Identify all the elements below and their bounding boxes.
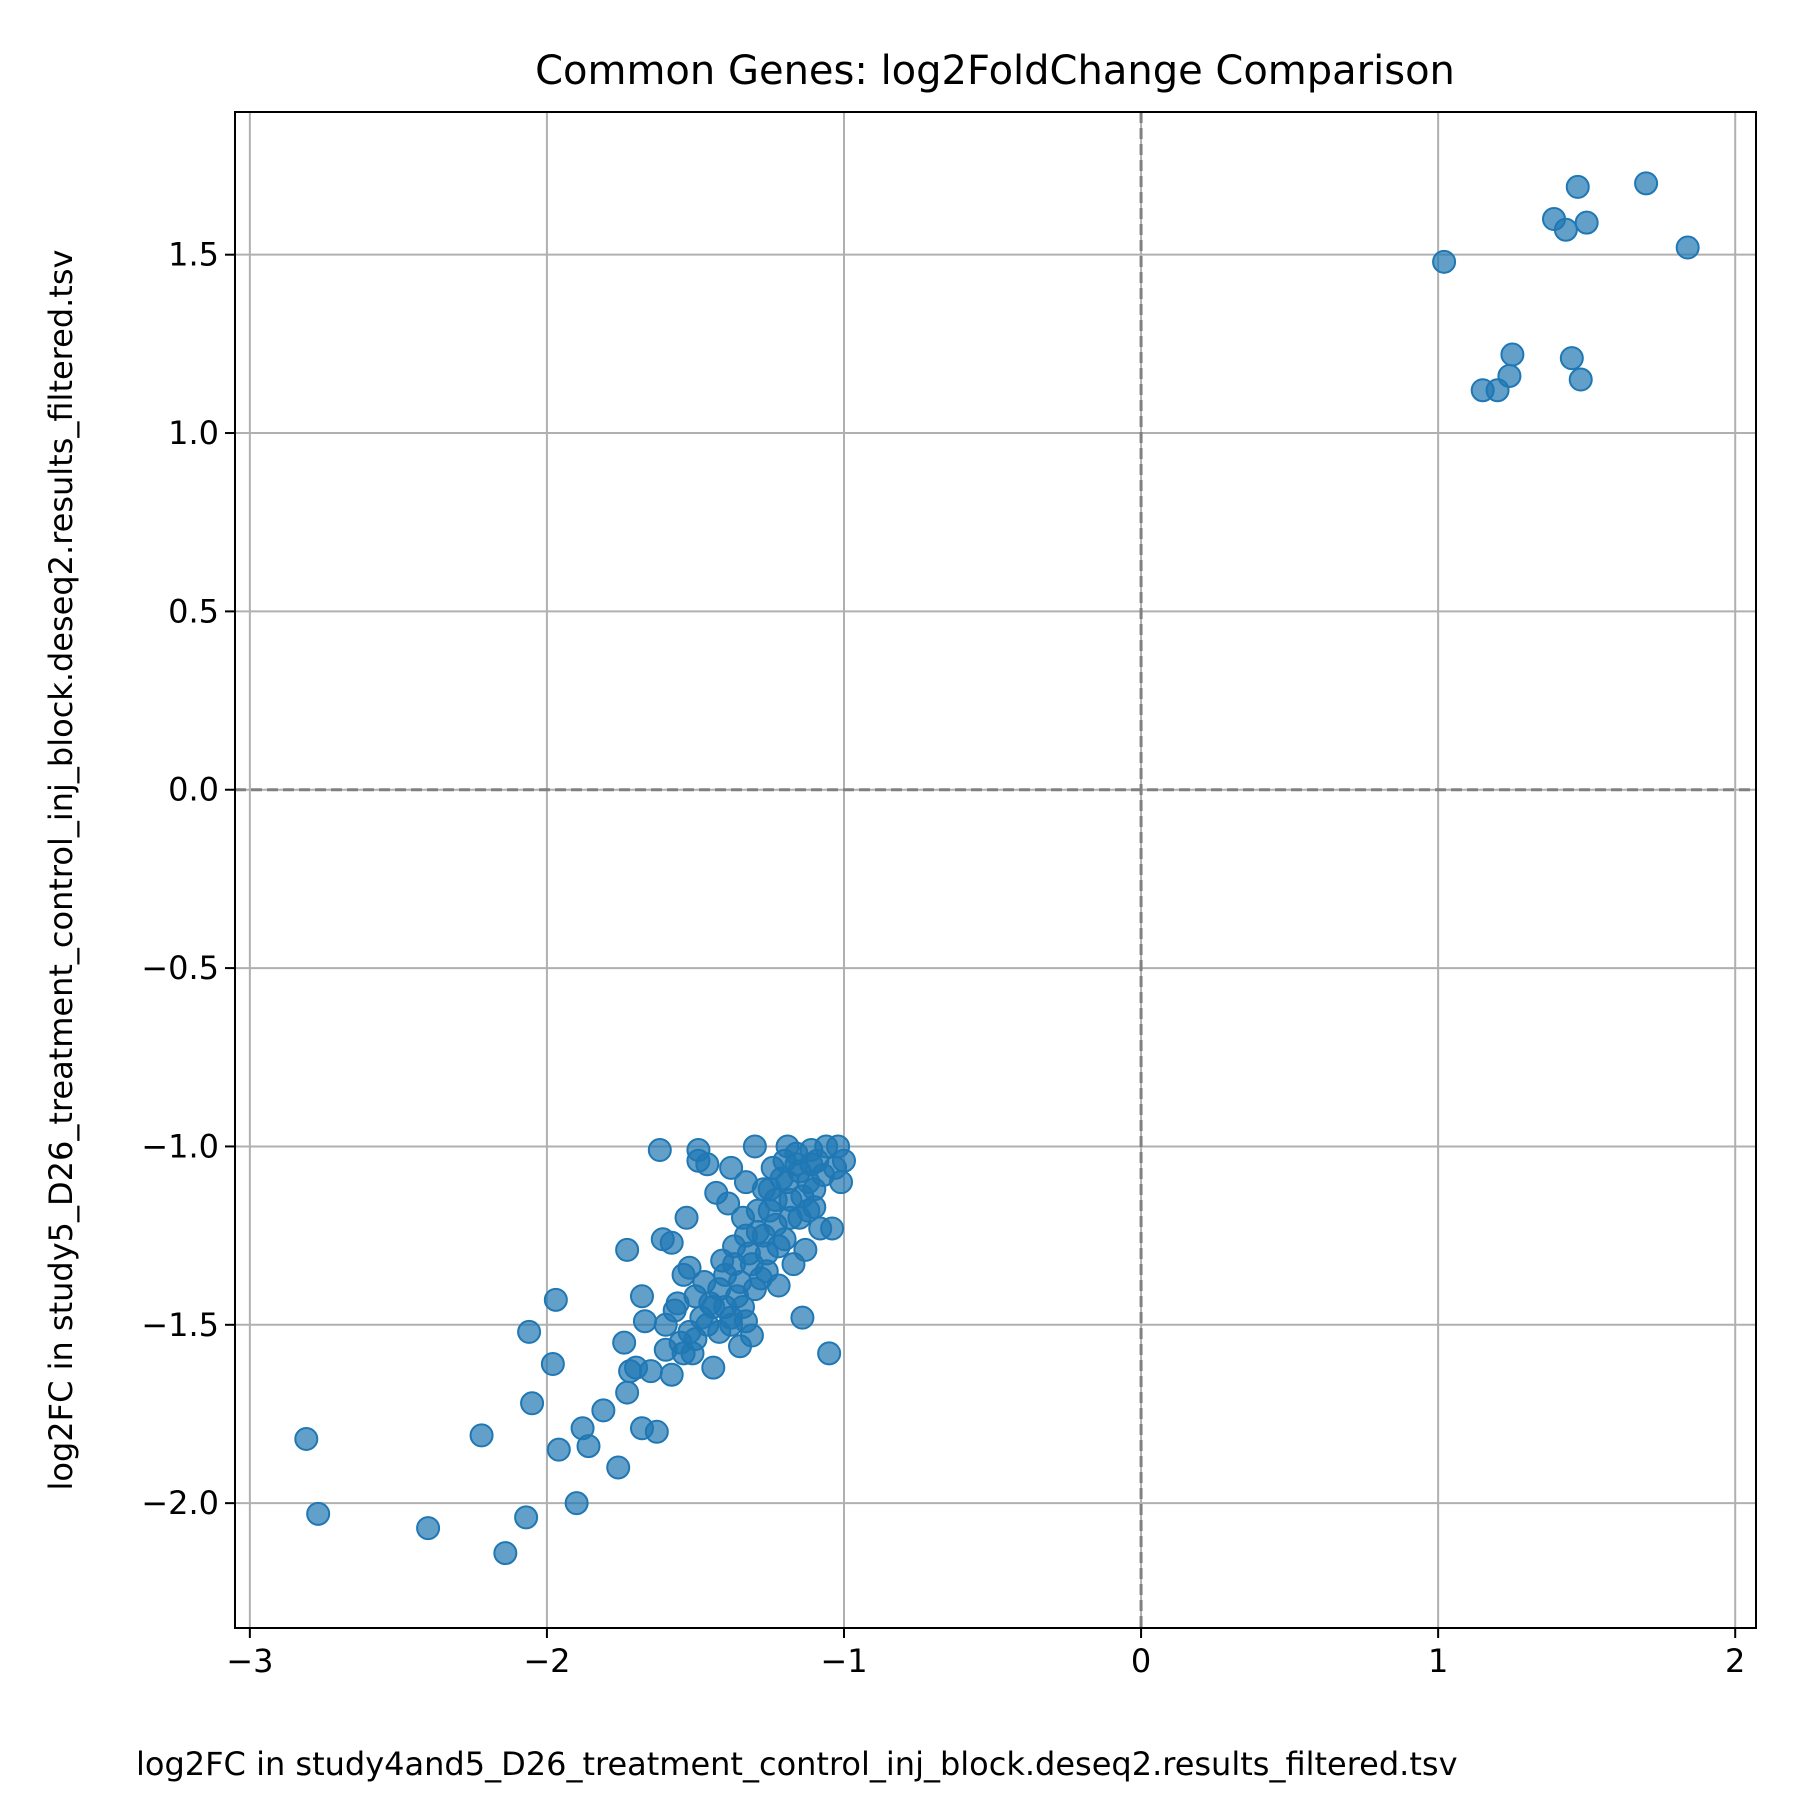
data-point <box>796 1198 821 1223</box>
data-point <box>591 1398 616 1423</box>
data-point <box>790 1305 815 1330</box>
data-point <box>647 1138 672 1163</box>
x-tick-label: 1 <box>1428 1642 1448 1680</box>
data-point <box>1574 210 1599 235</box>
data-point <box>493 1541 518 1566</box>
data-point <box>612 1330 637 1355</box>
y-tick-label: 0.0 <box>168 771 219 809</box>
y-axis-label: log2FC in study5_D26_treatment_control_i… <box>42 250 80 1491</box>
x-ticks: −3 −2 −1 0 1 2 <box>226 1628 1745 1680</box>
data-point <box>793 1237 818 1262</box>
data-point <box>1559 346 1584 371</box>
y-ticks: −2.0 −1.5 −1.0 −0.5 0.0 0.5 1.0 1.5 <box>141 236 235 1522</box>
data-point <box>722 1252 747 1277</box>
data-point <box>754 1259 779 1284</box>
data-point <box>719 1305 744 1330</box>
data-point <box>772 1148 797 1173</box>
data-point <box>632 1309 657 1334</box>
data-point <box>644 1419 669 1444</box>
data-point <box>695 1152 720 1177</box>
y-tick-label: 0.5 <box>168 592 219 630</box>
data-point <box>674 1205 699 1230</box>
x-axis-label: log2FC in study4and5_D26_treatment_contr… <box>136 1745 1458 1783</box>
data-point <box>606 1455 631 1480</box>
data-point <box>306 1501 331 1526</box>
data-point <box>1568 367 1593 392</box>
x-tick-label: 2 <box>1725 1642 1745 1680</box>
data-point <box>540 1352 565 1377</box>
x-tick-label: 0 <box>1131 1642 1151 1680</box>
data-point <box>653 1337 678 1362</box>
plot-frame <box>234 111 1757 1629</box>
data-point <box>659 1362 684 1387</box>
data-point <box>1497 363 1522 388</box>
y-tick-label: 1.5 <box>168 236 219 274</box>
data-point <box>802 1177 827 1202</box>
data-point <box>520 1391 545 1416</box>
data-point <box>615 1237 640 1262</box>
data-point <box>716 1191 741 1216</box>
data-point <box>514 1505 539 1530</box>
data-point <box>615 1380 640 1405</box>
data-point <box>829 1170 854 1195</box>
data-point <box>745 1198 770 1223</box>
data-point <box>469 1423 494 1448</box>
data-point <box>638 1359 663 1384</box>
data-point <box>659 1230 684 1255</box>
y-tick-label: −1.5 <box>141 1306 219 1344</box>
data-point <box>1634 171 1659 196</box>
y-tick-label: −2.0 <box>141 1484 219 1522</box>
data-point <box>1675 235 1700 260</box>
data-point <box>820 1216 845 1241</box>
data-points <box>294 171 1700 1566</box>
data-point <box>629 1284 654 1309</box>
data-point <box>817 1341 842 1366</box>
x-tick-label: −2 <box>523 1642 570 1680</box>
data-point <box>1565 174 1590 199</box>
chart-title: Common Genes: log2FoldChange Comparison <box>535 48 1455 94</box>
data-point <box>742 1134 767 1159</box>
data-point <box>416 1516 441 1541</box>
data-point <box>742 1277 767 1302</box>
data-point <box>517 1319 542 1344</box>
data-point <box>294 1426 319 1451</box>
y-tick-label: −0.5 <box>141 949 219 987</box>
x-tick-label: −1 <box>820 1642 867 1680</box>
data-point <box>1500 342 1525 367</box>
data-point <box>757 1177 782 1202</box>
data-point <box>831 1148 856 1173</box>
data-point <box>719 1155 744 1180</box>
y-tick-label: −1.0 <box>141 1127 219 1165</box>
grid <box>235 112 1756 1628</box>
data-point <box>1432 249 1457 274</box>
reference-lines <box>235 112 1756 1628</box>
data-point <box>677 1255 702 1280</box>
data-point <box>1553 217 1578 242</box>
data-point <box>576 1434 601 1459</box>
data-point <box>543 1287 568 1312</box>
y-tick-label: 1.0 <box>168 414 219 452</box>
data-point <box>733 1223 758 1248</box>
data-point <box>564 1491 589 1516</box>
data-point <box>766 1234 791 1259</box>
data-point <box>701 1355 726 1380</box>
data-point <box>739 1323 764 1348</box>
data-point <box>546 1437 571 1462</box>
x-tick-label: −3 <box>226 1642 273 1680</box>
